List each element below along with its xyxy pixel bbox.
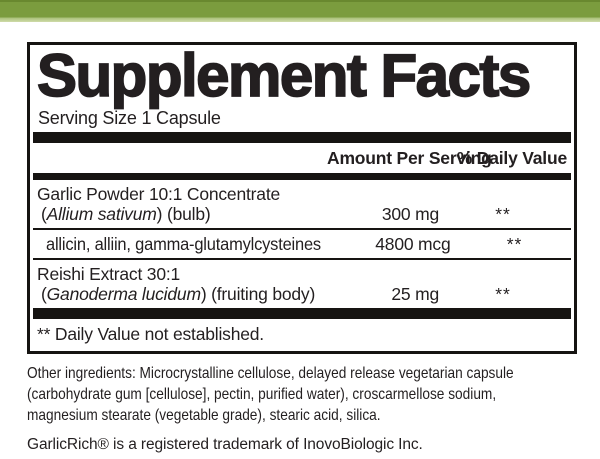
other-ingredients-line: (carbohydrate gum [cellulose], pectin, p… xyxy=(27,386,497,403)
ingredient-daily-value: ** xyxy=(506,234,523,254)
panel-title: Supplement Facts xyxy=(36,42,532,109)
other-ingredients: Other ingredients: Microcrystalline cell… xyxy=(27,363,578,426)
daily-value-header: % Daily Value xyxy=(456,148,567,168)
ingredient-row-reishi: Reishi Extract 30:1 (Ganoderma lucidum) … xyxy=(37,260,567,308)
supplement-facts-panel: Supplement Facts Serving Size 1 Capsule … xyxy=(27,42,577,354)
ingredient-name: Garlic Powder 10:1 Concentrate xyxy=(37,184,281,204)
ingredient-name: Reishi Extract 30:1 xyxy=(37,264,181,284)
ingredient-amount: 25 mg xyxy=(391,284,439,304)
green-accent-bar xyxy=(0,0,600,22)
ingredient-amount: 4800 mcg xyxy=(375,234,451,254)
ingredient-amount: 300 mg xyxy=(381,204,439,224)
ingredient-daily-value: ** xyxy=(495,284,511,304)
trademark-notice: GarlicRich® is a registered trademark of… xyxy=(27,436,423,453)
ingredient-latin: (Ganoderma lucidum) (fruiting body) xyxy=(41,284,316,304)
divider-medium xyxy=(33,173,571,180)
divider-thick-bottom xyxy=(33,308,571,319)
column-headers: Amount Per Serving % Daily Value xyxy=(37,143,567,173)
row-separator xyxy=(33,258,571,260)
amount-per-serving-header: Amount Per Serving xyxy=(327,148,492,168)
other-ingredients-line: Other ingredients: Microcrystalline cell… xyxy=(27,365,514,382)
other-ingredients-line: magnesium stearate (vegetable grade), st… xyxy=(27,407,381,424)
daily-value-footnote: ** Daily Value not established. xyxy=(37,324,264,344)
ingredient-row-allicin: allicin, alliin, gamma-glutamylcysteines… xyxy=(37,230,567,258)
divider-thick-top xyxy=(33,132,571,143)
ingredient-name: allicin, alliin, gamma-glutamylcysteines xyxy=(46,234,321,254)
ingredient-latin: (Allium sativum) (bulb) xyxy=(41,204,211,224)
ingredient-daily-value: ** xyxy=(495,204,511,224)
row-separator xyxy=(33,228,571,230)
ingredient-row-garlic: Garlic Powder 10:1 Concentrate (Allium s… xyxy=(37,180,567,228)
serving-size: Serving Size 1 Capsule xyxy=(38,108,221,128)
